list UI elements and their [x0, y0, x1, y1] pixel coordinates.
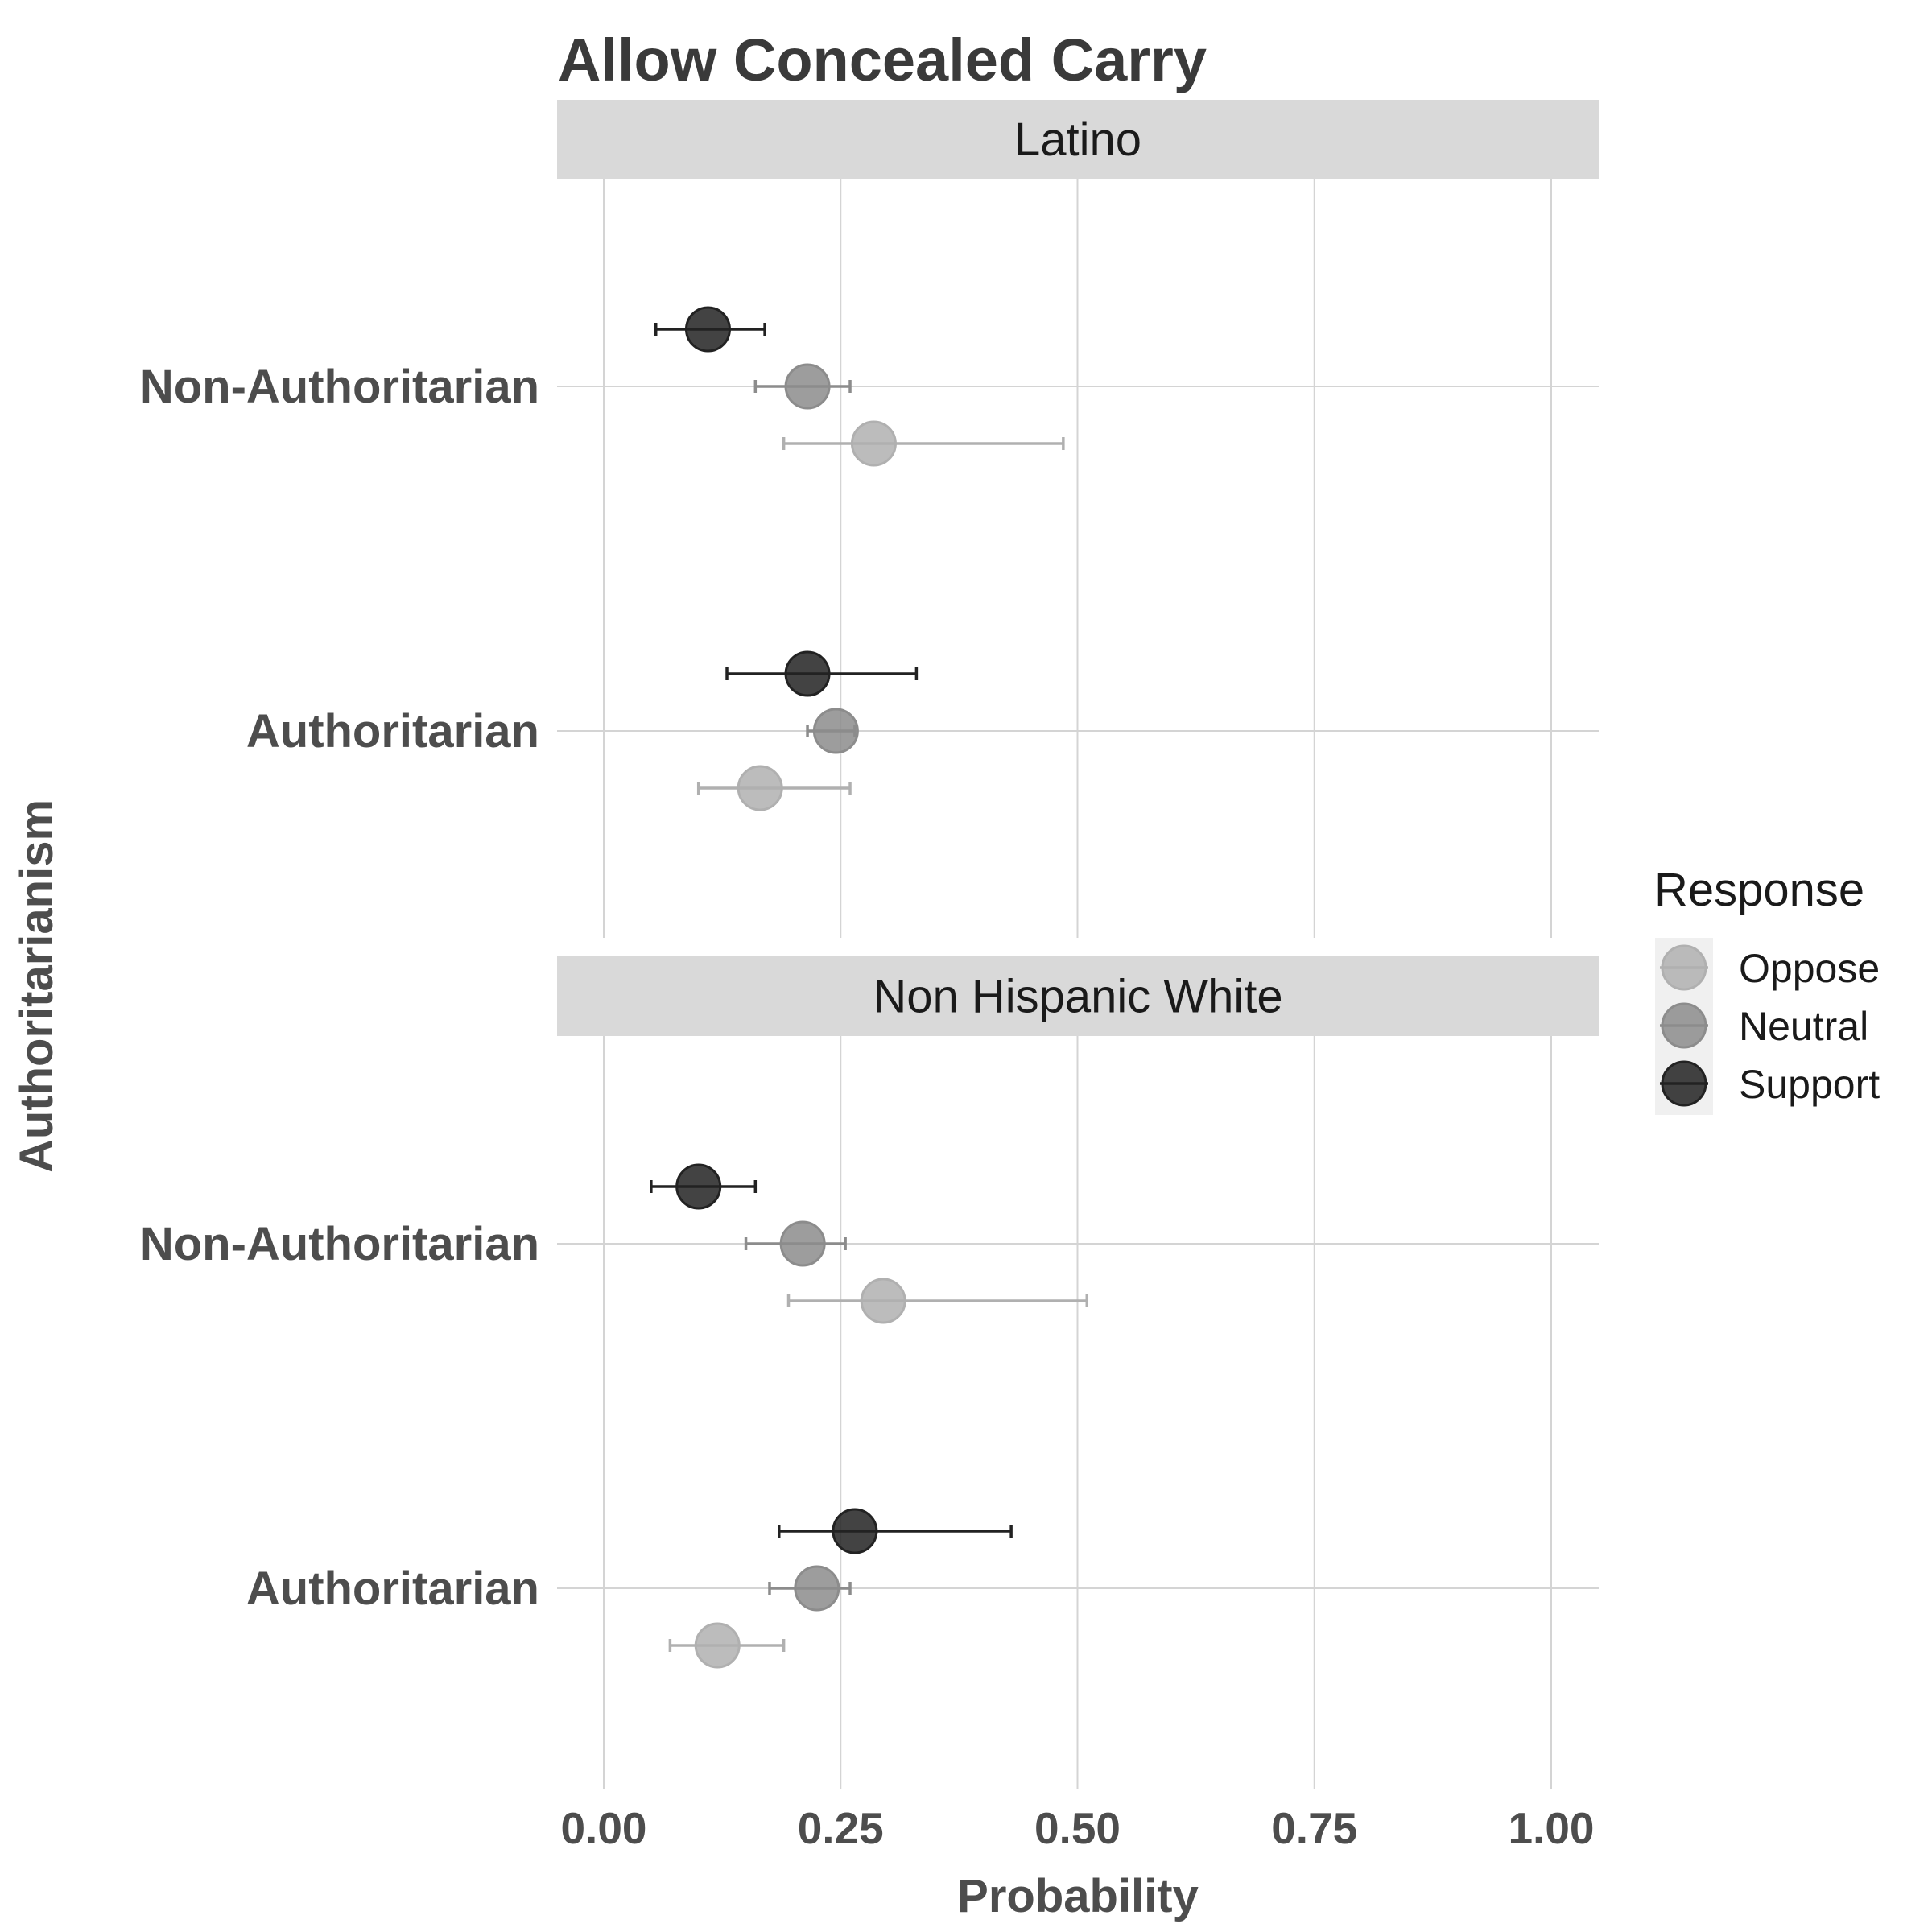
data-point — [794, 1565, 840, 1612]
data-point — [675, 1163, 722, 1210]
data-point — [694, 1622, 741, 1669]
facet-panel: Latino Non-Authoritarian Authoritarian — [140, 100, 1599, 938]
legend-key-point — [1661, 1002, 1707, 1049]
chart-title: Allow Concealed Carry — [558, 27, 1207, 93]
x-tick-label: 0.25 — [798, 1803, 884, 1853]
series-support — [650, 1163, 1013, 1554]
legend-title: Response — [1654, 864, 1864, 916]
legend-label: Oppose — [1739, 946, 1880, 991]
legend-item-neutral: Neutral — [1660, 1002, 1868, 1049]
data-point — [860, 1278, 906, 1324]
x-tick-label: 0.75 — [1271, 1803, 1357, 1853]
facet-strip — [557, 100, 1599, 179]
x-tick-label: 0.50 — [1034, 1803, 1121, 1853]
series-oppose — [696, 420, 1065, 811]
y-axis-title: Authoritarianism — [10, 799, 63, 1173]
facet-panel: Non Hispanic White Non-Authoritarian Autho… — [140, 956, 1599, 1789]
facet-strip-label: Latino — [1014, 114, 1141, 166]
legend-item-oppose: Oppose — [1660, 944, 1880, 991]
legend-key-point — [1661, 1060, 1707, 1107]
data-point — [784, 650, 831, 697]
y-tick-label: Non-Authoritarian — [140, 361, 539, 413]
data-point — [779, 1220, 826, 1267]
data-point — [812, 708, 859, 754]
x-tick-label: 0.00 — [560, 1803, 646, 1853]
y-tick-label: Authoritarian — [246, 1563, 539, 1615]
facet-strip — [557, 956, 1599, 1036]
y-tick-label: Authoritarian — [246, 705, 539, 758]
data-point — [737, 765, 783, 811]
panels: LatinoNon-AuthoritarianAuthoritarianNon … — [140, 100, 1599, 1789]
data-point — [832, 1508, 878, 1554]
data-point — [684, 306, 731, 353]
legend: Response Oppose Neutral Support — [1654, 864, 1880, 1115]
series-oppose — [668, 1278, 1089, 1669]
series-neutral — [753, 363, 859, 754]
legend-key-point — [1661, 944, 1707, 991]
x-axis-title: Probability — [957, 1870, 1199, 1922]
series-neutral — [744, 1220, 852, 1612]
series-support — [654, 306, 919, 697]
facet-strip-label: Non Hispanic White — [873, 971, 1282, 1023]
data-point — [784, 363, 831, 410]
x-axis: 0.00 0.25 0.50 0.75 1.00 — [560, 1803, 1594, 1853]
legend-label: Neutral — [1739, 1004, 1868, 1049]
legend-label: Support — [1739, 1062, 1880, 1107]
y-tick-label: Non-Authoritarian — [140, 1218, 539, 1270]
legend-item-support: Support — [1660, 1060, 1880, 1107]
x-tick-label: 1.00 — [1508, 1803, 1594, 1853]
data-point — [850, 420, 897, 467]
